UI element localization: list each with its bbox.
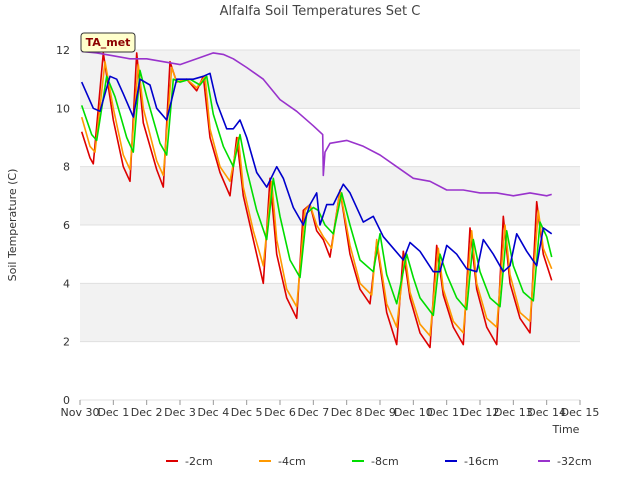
x-tick-label: Dec 15: [561, 406, 600, 419]
x-tick-label: Dec 1: [97, 406, 129, 419]
legend-label: -32cm: [557, 455, 592, 468]
series-line-4cm: [80, 60, 553, 337]
series-line-8cm: [80, 69, 553, 317]
y-tick-label: 6: [63, 219, 70, 232]
legend-label: -2cm: [185, 455, 213, 468]
x-tick-label: Dec 8: [331, 406, 363, 419]
x-tick-label: Dec 5: [231, 406, 263, 419]
x-tick-label: Dec 9: [364, 406, 396, 419]
x-tick-label: Dec 10: [394, 406, 433, 419]
series-line-16cm: [80, 72, 553, 273]
y-axis-ticks: 0 2 4 6 8 10 12: [56, 44, 70, 407]
x-tick-label: Dec 13: [494, 406, 533, 419]
x-tick-label: Dec 11: [427, 406, 466, 419]
y-tick-label: 0: [63, 394, 70, 407]
x-tick-label: Dec 3: [164, 406, 196, 419]
y-tick-label: 10: [56, 102, 70, 115]
x-tick-label: Dec 12: [461, 406, 500, 419]
x-tick-label: Nov 30: [61, 406, 100, 419]
y-axis-label: Soil Temperature (C): [6, 169, 19, 282]
series-lines: [80, 50, 553, 349]
chart-title: Alfalfa Soil Temperatures Set C: [220, 4, 421, 19]
grid-band: [80, 50, 580, 109]
x-tick-label: Dec 6: [264, 406, 296, 419]
legend-label: -4cm: [278, 455, 306, 468]
annotation-text: TA_met: [86, 36, 131, 49]
x-tick-label: Dec 14: [527, 406, 566, 419]
series-line-32cm: [81, 50, 552, 197]
x-tick-label: Dec 4: [197, 406, 229, 419]
legend-label: -8cm: [371, 455, 399, 468]
plot-background: [80, 49, 580, 401]
legend: -2cm -4cm -8cm -16cm -32cm: [166, 455, 592, 468]
grid-band: [80, 283, 580, 342]
series-line-2cm: [80, 52, 553, 349]
x-tick-label: Dec 2: [131, 406, 163, 419]
x-tick-label: Dec 7: [297, 406, 329, 419]
grid-band: [80, 166, 580, 225]
annotation-badge: TA_met: [80, 32, 136, 53]
y-tick-label: 12: [56, 44, 70, 57]
y-tick-label: 8: [63, 161, 70, 174]
y-tick-label: 4: [63, 277, 70, 290]
legend-label: -16cm: [464, 455, 499, 468]
x-axis-label: Time: [552, 423, 580, 436]
y-tick-label: 2: [63, 336, 70, 349]
